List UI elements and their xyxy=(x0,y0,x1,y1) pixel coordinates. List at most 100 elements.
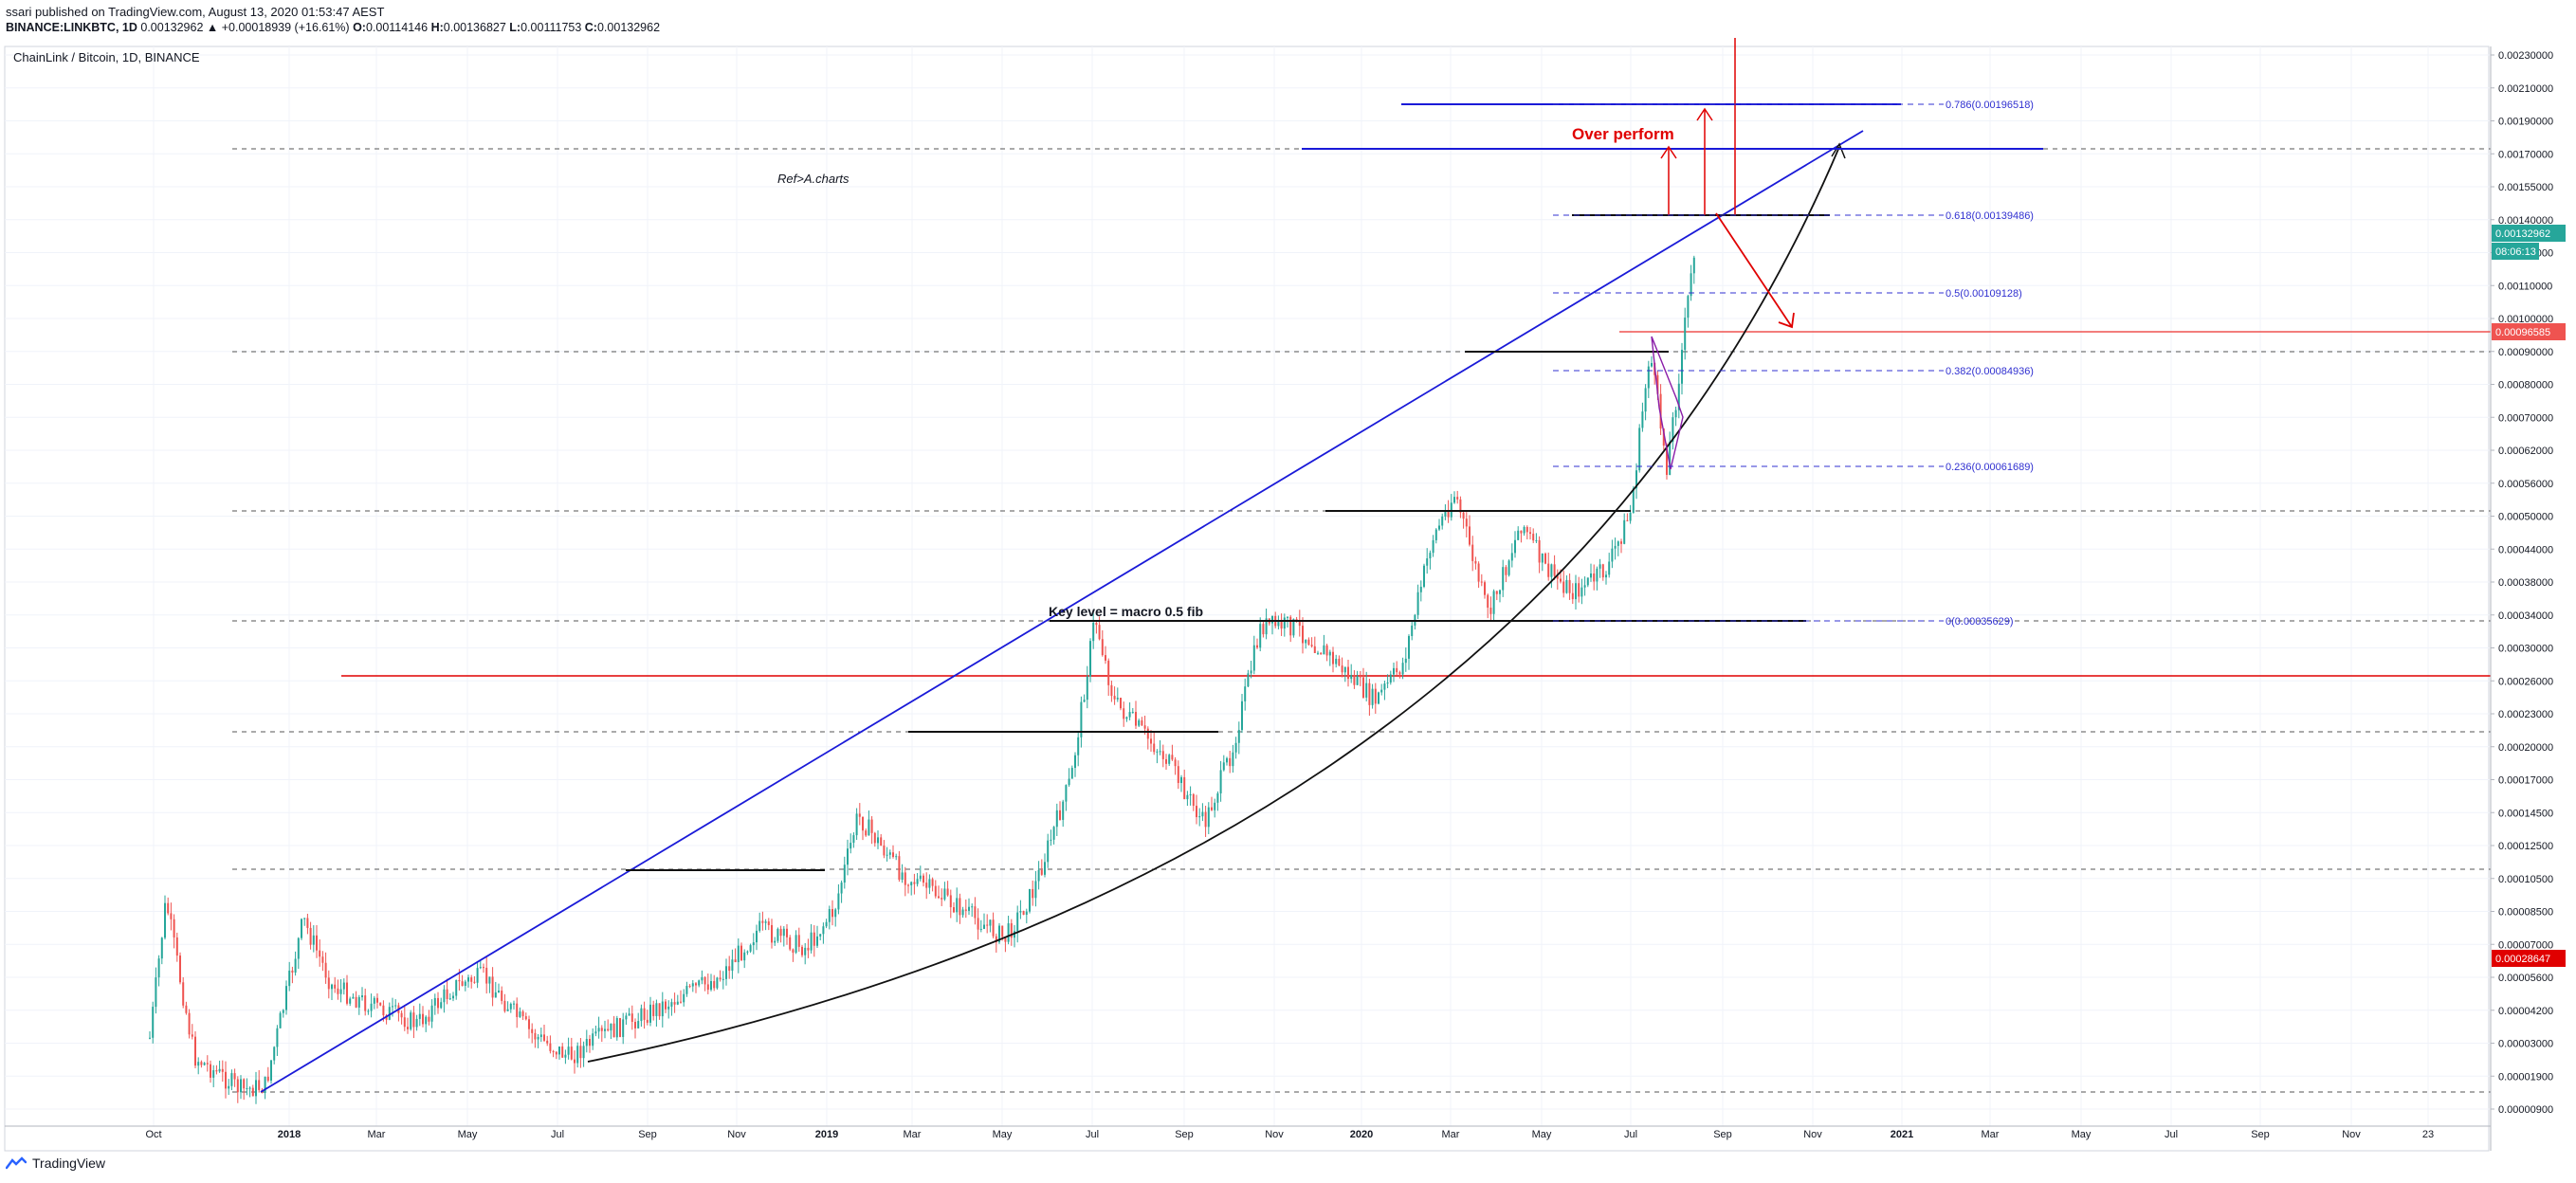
candle-body xyxy=(1222,762,1225,771)
candle-body xyxy=(1532,534,1535,541)
candle-body xyxy=(1371,688,1374,705)
candle-body xyxy=(1068,778,1070,786)
price-tick-label: 0.00110000 xyxy=(2498,281,2552,292)
candle-body xyxy=(1535,539,1538,541)
candle-body xyxy=(236,1079,239,1093)
candle-body xyxy=(173,919,175,937)
time-axis[interactable]: Oct 2018 Mar May Jul Sep Nov 2019 Mar May Jul Sep No… xyxy=(5,1125,2491,1140)
candle-body xyxy=(352,996,355,999)
candle-body xyxy=(731,959,734,972)
close-label: C: xyxy=(584,21,597,34)
time-tick-label: May xyxy=(993,1129,1013,1140)
candle-body xyxy=(1596,568,1599,582)
candle-body xyxy=(524,1016,527,1020)
candle-body xyxy=(1310,645,1313,646)
candle-body xyxy=(819,934,822,937)
time-tick-label: Sep xyxy=(638,1129,657,1140)
candle-body xyxy=(786,928,788,937)
candle-body xyxy=(1632,488,1635,513)
candle-body xyxy=(266,1076,269,1082)
candle-body xyxy=(170,913,173,919)
price-axis[interactable]: 0.00230000 0.00210000 0.00190000 0.00170000… xyxy=(2490,46,2566,1151)
candle-body xyxy=(503,1000,506,1011)
tradingview-footer[interactable]: TradingView xyxy=(6,1156,105,1171)
candle-body xyxy=(734,959,737,963)
candle-body xyxy=(230,1073,233,1086)
time-tick-label: Sep xyxy=(2251,1129,2270,1140)
candle-body xyxy=(886,854,888,856)
candle-body xyxy=(428,1016,430,1022)
grid xyxy=(5,46,2491,1126)
price-tick-label: 0.00001900 xyxy=(2498,1071,2553,1083)
candle-body xyxy=(200,1062,203,1065)
price-tick-label: 0.00044000 xyxy=(2498,544,2553,555)
candle-body xyxy=(403,1017,406,1028)
candle-body xyxy=(1538,539,1541,563)
candle-body xyxy=(877,837,879,844)
candle-body xyxy=(1237,730,1240,743)
candle-body xyxy=(758,920,761,931)
candle-body xyxy=(749,945,752,952)
candle-body xyxy=(1495,591,1498,594)
price-tick-label: 0.00020000 xyxy=(2498,742,2553,754)
candle-body xyxy=(1453,497,1455,503)
time-tick-label: 2019 xyxy=(815,1129,838,1140)
candle-body xyxy=(415,1018,418,1028)
candle-body xyxy=(309,927,312,945)
triangle-pattern xyxy=(1651,336,1684,470)
candle-body xyxy=(719,977,722,980)
candle-body xyxy=(251,1087,254,1097)
candle-body xyxy=(873,832,876,844)
candle-body xyxy=(604,1028,606,1031)
candle-body xyxy=(1059,810,1061,820)
candle-body xyxy=(822,926,825,935)
candle-body xyxy=(1562,581,1565,593)
candle-body xyxy=(248,1087,251,1089)
candle-body xyxy=(1095,623,1098,626)
candle-body xyxy=(816,936,818,946)
candle-body xyxy=(1681,350,1683,384)
candle-body xyxy=(240,1079,242,1093)
candle-body xyxy=(1544,553,1546,564)
footer-brand: TradingView xyxy=(32,1156,106,1171)
candle-body xyxy=(506,1009,509,1011)
candle-body xyxy=(850,843,852,849)
candle-body xyxy=(276,1028,279,1047)
candle-body xyxy=(938,896,940,899)
candle-body xyxy=(1305,639,1307,644)
drawings xyxy=(260,38,2043,1093)
candle-body xyxy=(1593,573,1596,582)
candle-body xyxy=(1074,755,1076,769)
candle-body xyxy=(925,883,928,888)
candle-body xyxy=(862,816,864,831)
candle-body xyxy=(364,995,367,1011)
candle-body xyxy=(392,1006,393,1008)
candle-body xyxy=(837,893,840,910)
candle-body xyxy=(258,1080,261,1090)
time-tick-label: Nov xyxy=(727,1129,746,1140)
candle-body xyxy=(1183,776,1186,800)
candle-body xyxy=(203,1063,206,1065)
candle-body xyxy=(1620,541,1622,544)
candle-body xyxy=(324,962,327,978)
candle-body xyxy=(667,1006,670,1010)
candle-body xyxy=(870,819,873,833)
candle-body xyxy=(795,935,797,953)
candle-body xyxy=(764,921,767,923)
time-tick-label: Nov xyxy=(2342,1129,2361,1140)
candle-body xyxy=(789,937,792,950)
candle-body xyxy=(1541,553,1544,563)
candle-body xyxy=(1565,579,1568,593)
candle-body xyxy=(1669,442,1672,475)
symbol-label: BINANCE:LINKBTC, 1D xyxy=(6,21,137,34)
candle-body xyxy=(1560,578,1562,582)
candle-body xyxy=(461,981,464,986)
candle-body xyxy=(179,956,181,983)
over-perform-annotation: Over perform xyxy=(1572,125,1674,143)
candle-body xyxy=(1368,682,1371,705)
candle-body xyxy=(1198,816,1201,818)
candle-body xyxy=(1086,676,1088,701)
candle-body xyxy=(1141,719,1143,726)
candle-body xyxy=(771,924,773,943)
